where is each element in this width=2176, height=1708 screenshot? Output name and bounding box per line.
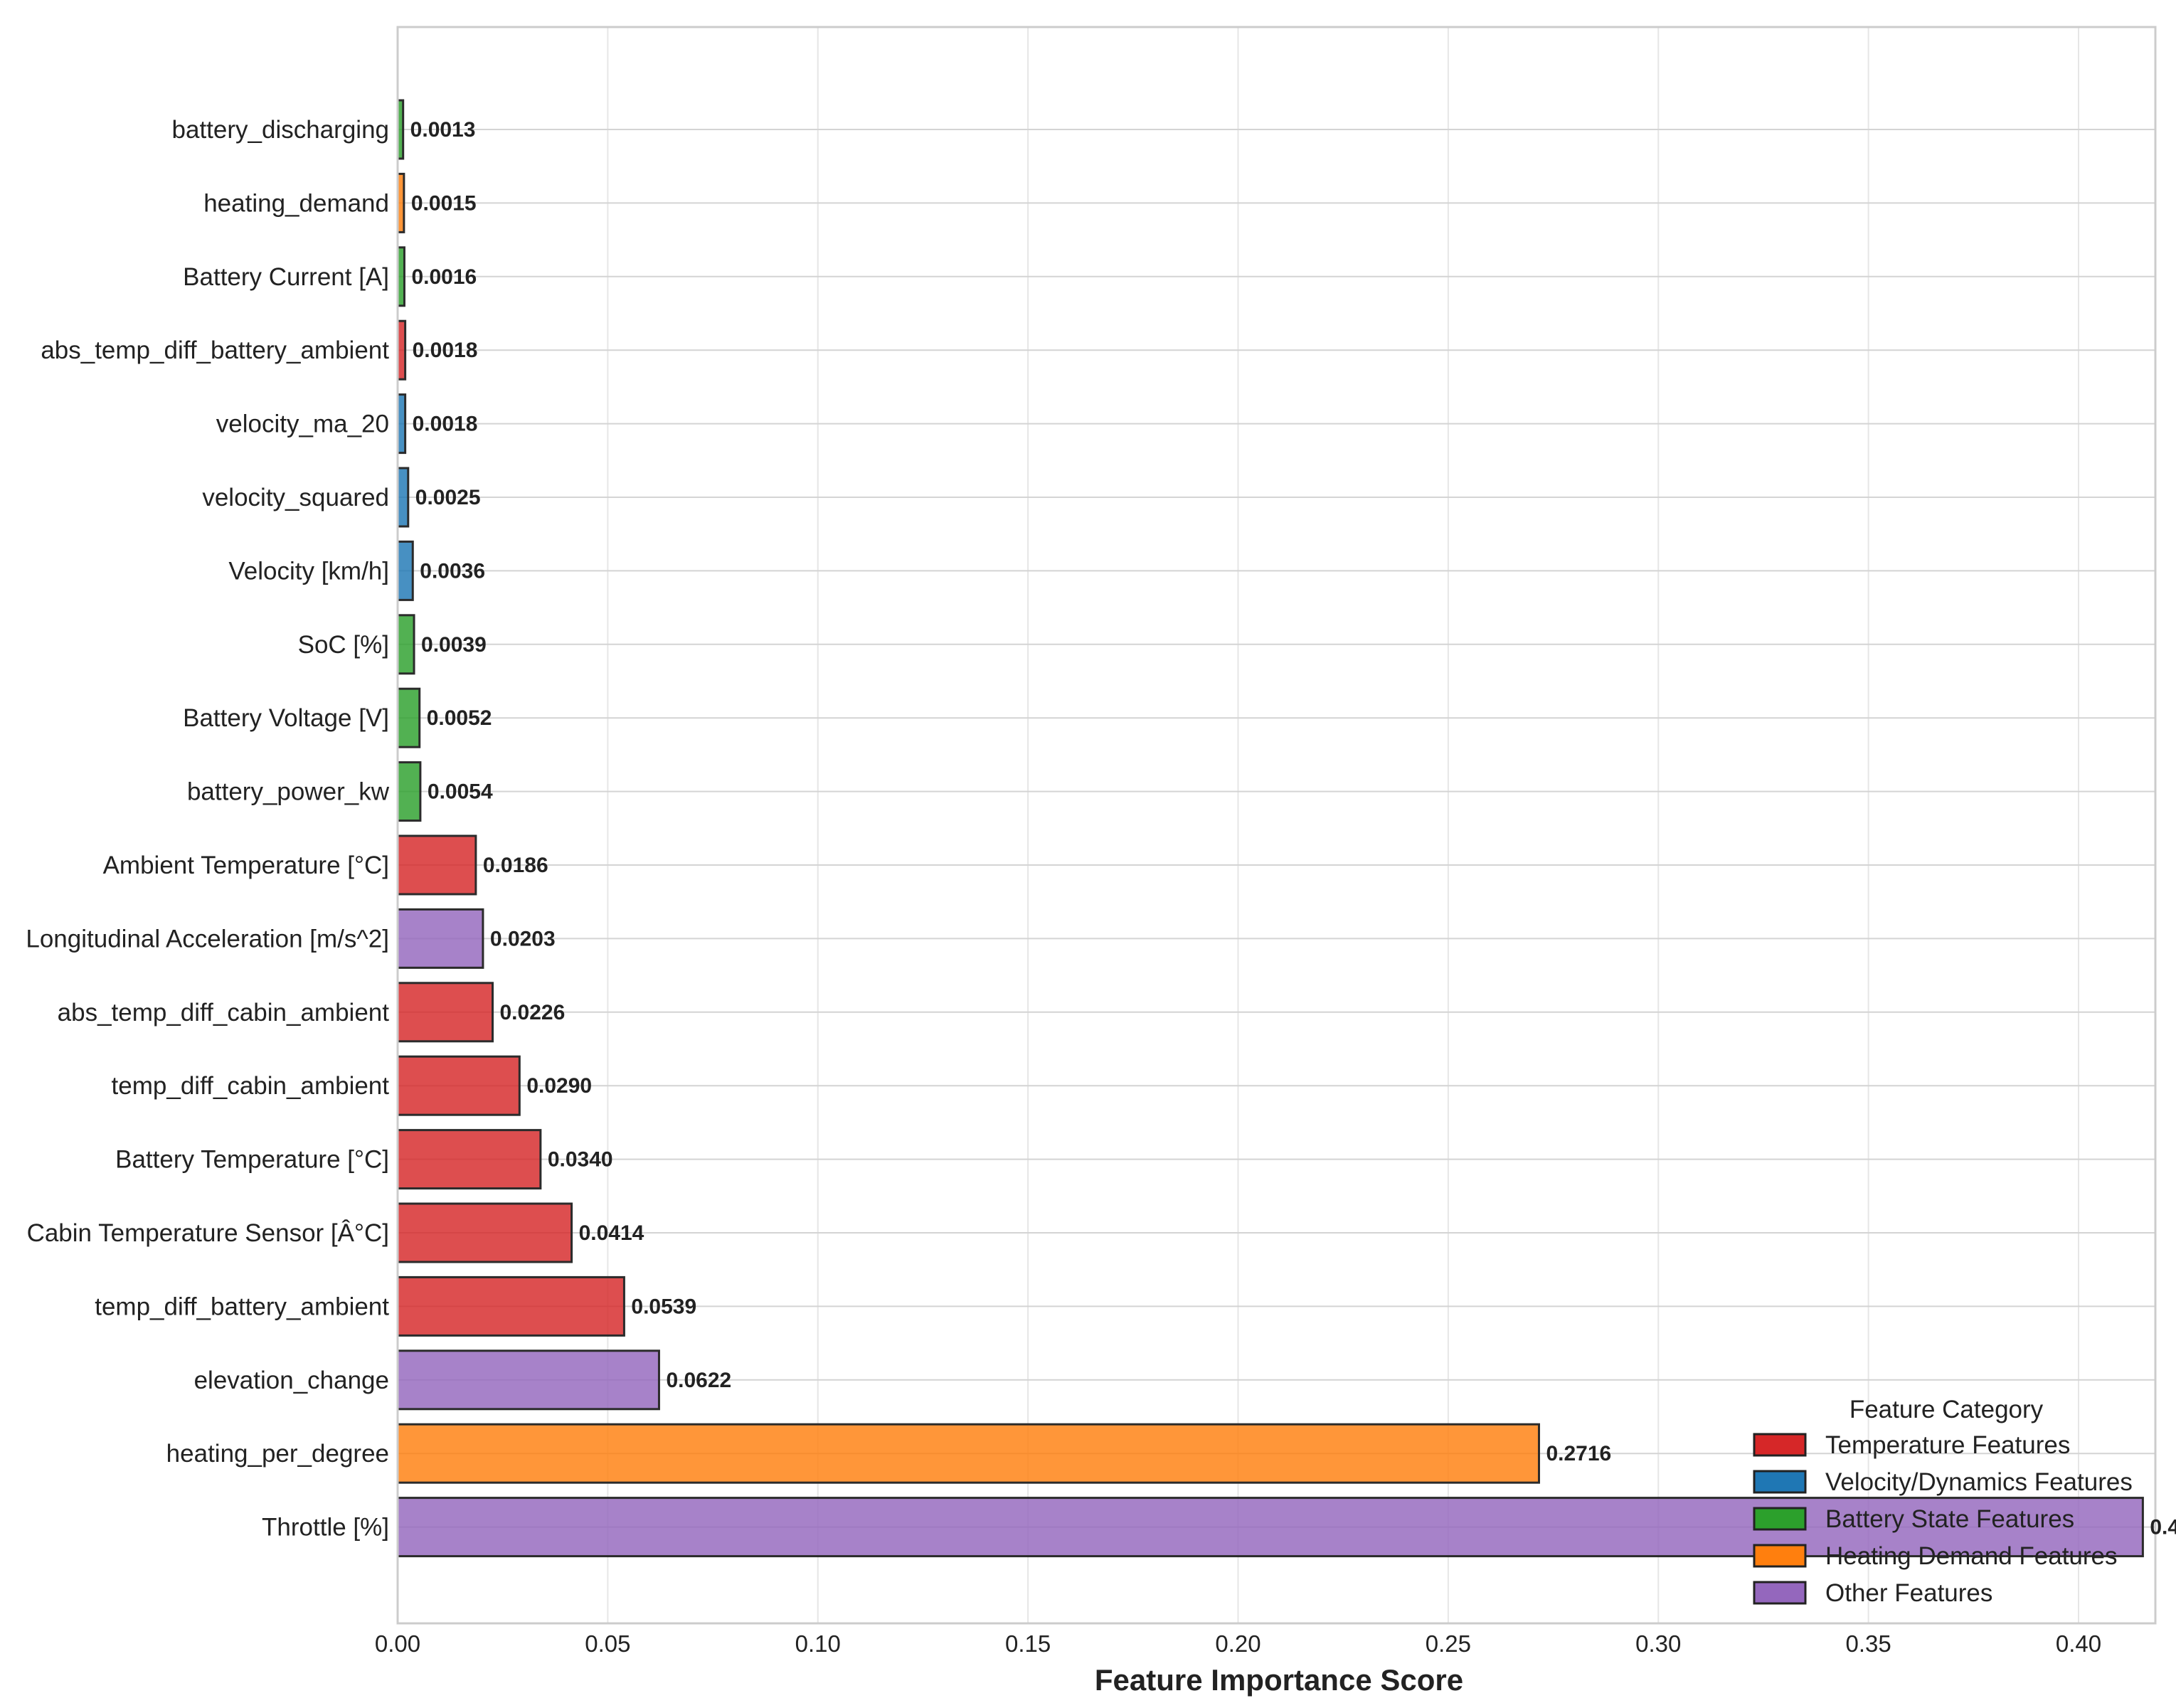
y-tick-label: Velocity [km/h] <box>228 557 389 585</box>
bar <box>396 467 410 528</box>
legend: Feature Category Temperature Features Velo… <box>1753 1396 2133 1607</box>
bar <box>396 1349 660 1411</box>
label-layer: battery_discharging 0.0013 heating_demand 0… <box>26 116 2176 1542</box>
y-tick-label: heating_demand <box>203 189 389 217</box>
legend-swatch <box>1753 1544 1807 1568</box>
y-tick-label: Battery Current [A] <box>183 263 389 291</box>
value-label: 0.0414 <box>579 1221 644 1245</box>
bar <box>396 540 414 601</box>
legend-label: Velocity/Dynamics Features <box>1825 1468 2133 1496</box>
bar <box>396 982 494 1043</box>
x-tick-label: 0.40 <box>2056 1630 2101 1657</box>
value-label: 0.0054 <box>428 780 493 804</box>
legend-label: Heating Demand Features <box>1825 1542 2118 1570</box>
y-tick-label: abs_temp_diff_battery_ambient <box>41 336 389 364</box>
y-tick-label: battery_power_kw <box>187 778 390 806</box>
bar <box>396 1497 2144 1558</box>
legend-swatch <box>1753 1581 1807 1605</box>
value-label: 0.4153 <box>2150 1516 2176 1539</box>
bar <box>396 1202 573 1263</box>
value-label: 0.0186 <box>483 854 548 877</box>
value-label: 0.0622 <box>666 1369 731 1392</box>
value-label: 0.0015 <box>411 191 477 215</box>
legend-swatch <box>1753 1470 1807 1494</box>
bar <box>396 834 477 896</box>
legend-label: Other Features <box>1825 1579 1992 1607</box>
y-tick-label: Battery Voltage [V] <box>183 704 389 732</box>
value-label: 0.0539 <box>631 1295 696 1318</box>
value-label: 0.0290 <box>526 1074 592 1098</box>
value-label: 0.0016 <box>411 265 477 289</box>
x-tick-label: 0.25 <box>1426 1630 1471 1657</box>
legend-title: Feature Category <box>1849 1396 2044 1423</box>
value-label: 0.0025 <box>415 486 481 509</box>
grid-layer <box>397 27 2155 1623</box>
y-tick-label: heating_per_degree <box>166 1440 389 1468</box>
x-tick-label: 0.20 <box>1215 1630 1261 1657</box>
value-label: 0.0013 <box>410 118 476 142</box>
x-tick-label: 0.05 <box>585 1630 630 1657</box>
x-axis-title: Feature Importance Score <box>1095 1663 1463 1697</box>
x-tick-label: 0.15 <box>1005 1630 1051 1657</box>
bar <box>396 1423 1540 1484</box>
value-label: 0.0052 <box>427 706 492 730</box>
x-tick-label: 0.00 <box>375 1630 420 1657</box>
x-tick-label: 0.30 <box>1635 1630 1681 1657</box>
y-tick-label: temp_diff_cabin_ambient <box>112 1072 390 1100</box>
y-tick-label: elevation_change <box>194 1367 389 1394</box>
bar <box>396 1275 625 1337</box>
value-label: 0.0018 <box>413 413 478 436</box>
legend-swatch <box>1753 1507 1807 1531</box>
axis-layer: 0.00 0.05 0.10 0.15 0.20 0.25 0.30 0.35 0.40 <box>375 26 2157 1657</box>
legend-label: Battery State Features <box>1825 1505 2074 1533</box>
value-label: 0.0226 <box>500 1001 566 1024</box>
bar <box>396 393 407 455</box>
x-tick-label: 0.35 <box>1846 1630 1891 1657</box>
y-tick-label: battery_discharging <box>172 116 389 144</box>
value-label: 0.0203 <box>490 927 556 950</box>
plot-frame <box>396 26 2157 1625</box>
y-tick-label: Ambient Temperature [°C] <box>103 852 389 879</box>
value-label: 0.0039 <box>421 633 487 657</box>
y-tick-label: SoC [%] <box>298 631 389 659</box>
legend-label: Temperature Features <box>1825 1431 2070 1459</box>
x-tick-label: 0.10 <box>795 1630 841 1657</box>
value-label: 0.2716 <box>1546 1442 1611 1465</box>
y-tick-label: Throttle [%] <box>262 1514 389 1542</box>
bar <box>396 908 484 969</box>
bar <box>396 1055 521 1116</box>
legend-swatch <box>1753 1433 1807 1457</box>
y-tick-label: Battery Temperature [°C] <box>115 1146 389 1174</box>
y-tick-label: temp_diff_battery_ambient <box>95 1293 389 1320</box>
bar <box>396 687 421 748</box>
y-tick-label: abs_temp_diff_cabin_ambient <box>58 999 390 1027</box>
value-label: 0.0036 <box>420 559 485 583</box>
y-tick-label: velocity_ma_20 <box>216 410 389 438</box>
bar <box>396 761 422 822</box>
value-label: 0.0018 <box>413 339 478 362</box>
bar <box>396 319 407 381</box>
bar-layer <box>396 99 2144 1558</box>
bar <box>396 1129 542 1190</box>
value-label: 0.0340 <box>548 1148 613 1172</box>
y-tick-label: velocity_squared <box>202 484 389 511</box>
y-tick-label: Longitudinal Acceleration [m/s^2] <box>26 925 389 953</box>
bar <box>396 614 415 675</box>
y-tick-label: Cabin Temperature Sensor [Â°C] <box>27 1219 389 1247</box>
